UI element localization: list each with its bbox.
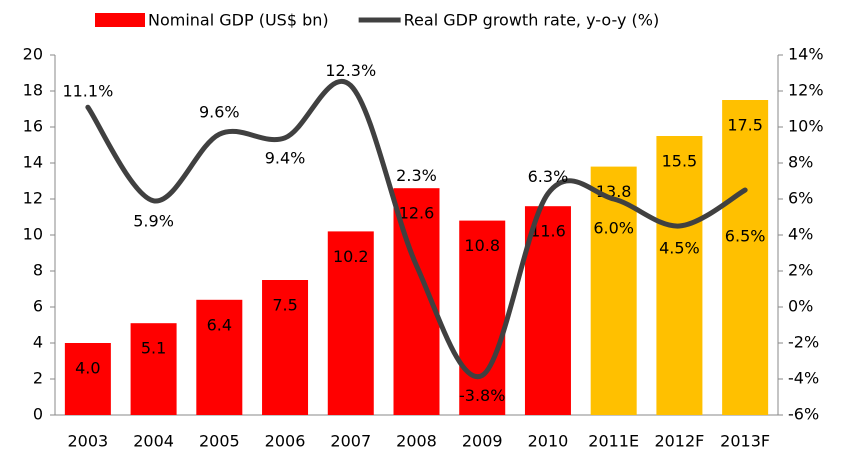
x-tick-label: 2004: [133, 432, 174, 451]
line-value-label: 6.0%: [593, 219, 634, 238]
y2-tick-label: -2%: [788, 333, 819, 352]
x-tick-label: 2013F: [720, 432, 770, 451]
x-tick-label: 2011E: [588, 432, 639, 451]
bar: [262, 280, 309, 415]
legend-label: Real GDP growth rate, y-o-y (%): [404, 11, 660, 30]
bar-value-label: 17.5: [727, 116, 763, 135]
line-value-label: 2.3%: [396, 166, 437, 185]
y2-tick-label: 0%: [788, 297, 813, 316]
y2-tick-label: 4%: [788, 225, 813, 244]
bar: [130, 323, 177, 415]
bar-value-label: 6.4: [207, 315, 232, 334]
bar-value-label: 7.5: [272, 296, 297, 315]
y-tick-label: 0: [33, 405, 43, 424]
bar-value-label: 5.1: [141, 339, 166, 358]
bar: [327, 231, 374, 415]
line-value-label: 4.5%: [659, 239, 700, 258]
bar: [656, 136, 703, 415]
line-value-label: -3.8%: [459, 386, 505, 405]
y-tick-label: 16: [23, 117, 43, 136]
y-tick-label: 18: [23, 81, 43, 100]
y2-tick-label: 6%: [788, 189, 813, 208]
bar: [459, 220, 506, 415]
y2-tick-label: -6%: [788, 405, 819, 424]
line-value-label: 5.9%: [133, 211, 174, 230]
x-tick-label: 2008: [396, 432, 437, 451]
bar-value-label: 10.8: [464, 236, 500, 255]
bar: [722, 100, 769, 415]
y2-tick-label: 12%: [788, 81, 824, 100]
y2-tick-label: 14%: [788, 45, 824, 64]
y2-tick-label: 8%: [788, 153, 813, 172]
bar-value-label: 10.2: [333, 247, 369, 266]
line-value-label: 9.6%: [199, 103, 240, 122]
y-tick-label: 20: [23, 45, 43, 64]
bar-value-label: 15.5: [662, 152, 698, 171]
x-tick-label: 2003: [68, 432, 109, 451]
legend-swatch: [95, 13, 145, 27]
line-value-label: 6.3%: [528, 167, 569, 186]
legend-label: Nominal GDP (US$ bn): [148, 11, 329, 30]
bar: [64, 343, 111, 415]
y2-tick-label: 10%: [788, 117, 824, 136]
line-value-label: 9.4%: [265, 148, 306, 167]
y2-tick-label: 2%: [788, 261, 813, 280]
y-tick-label: 2: [33, 369, 43, 388]
bar-value-label: 11.6: [530, 222, 566, 241]
y-tick-label: 12: [23, 189, 43, 208]
line: [85, 79, 748, 380]
bar: [524, 206, 571, 415]
x-tick-label: 2010: [528, 432, 569, 451]
x-tick-label: 2012F: [654, 432, 704, 451]
line-value-label: 12.3%: [325, 61, 376, 80]
y-tick-label: 6: [33, 297, 43, 316]
bar-value-label: 4.0: [75, 359, 100, 378]
x-tick-label: 2009: [462, 432, 503, 451]
x-tick-label: 2006: [265, 432, 306, 451]
x-tick-label: 2005: [199, 432, 240, 451]
y-tick-label: 4: [33, 333, 43, 352]
y-tick-label: 14: [23, 153, 43, 172]
y2-tick-label: -4%: [788, 369, 819, 388]
y-tick-label: 10: [23, 225, 43, 244]
line-value-label: 6.5%: [725, 227, 766, 246]
x-tick-label: 2007: [330, 432, 371, 451]
bar: [196, 299, 243, 415]
bar-value-label: 12.6: [399, 204, 435, 223]
y-tick-label: 8: [33, 261, 43, 280]
line-value-label: 11.1%: [62, 82, 113, 101]
